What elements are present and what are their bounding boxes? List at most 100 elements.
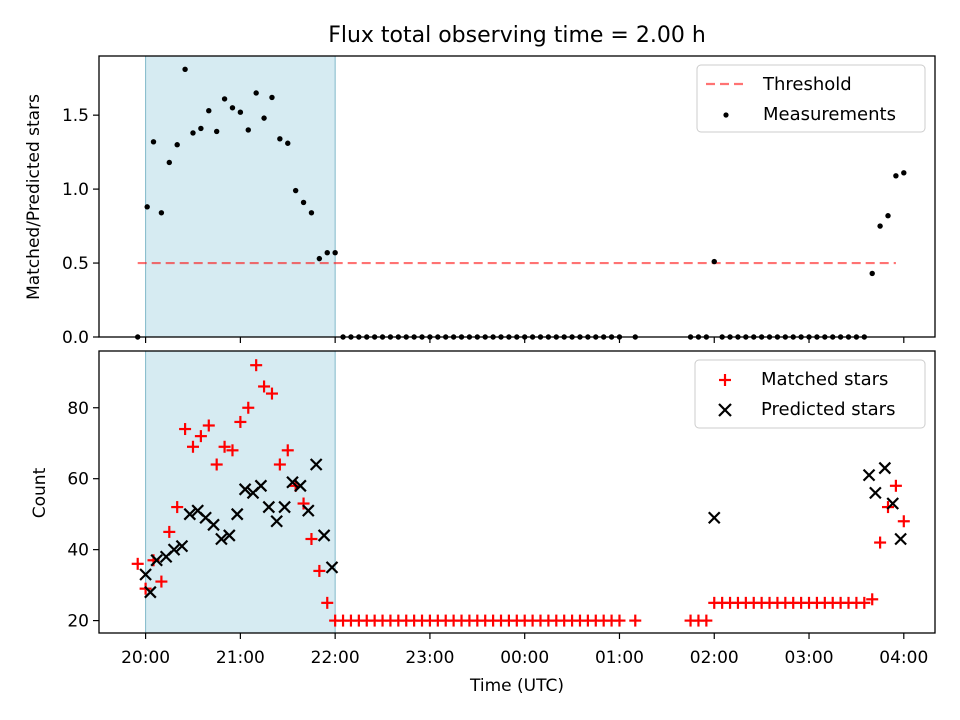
matched-star-marker <box>265 387 278 400</box>
top-y-tick-label: 0.0 <box>62 328 89 348</box>
measurement-point <box>198 125 204 132</box>
predicted-star-marker <box>144 585 157 599</box>
x-tick-label: 04:00 <box>879 648 928 668</box>
matched-star-marker <box>313 564 326 577</box>
measurement-point <box>190 130 196 136</box>
matched-star-marker <box>897 515 910 528</box>
measurement-point <box>308 210 315 216</box>
measurement-point <box>150 139 157 145</box>
measurement-point <box>221 96 228 102</box>
predicted-star-marker <box>183 507 197 521</box>
measurement-point <box>237 109 244 115</box>
matched-star-marker <box>155 575 168 588</box>
measurement-point <box>316 255 323 262</box>
x-tick-label: 03:00 <box>785 648 834 668</box>
predicted-star-marker <box>230 507 244 521</box>
matched-star-marker <box>321 596 334 609</box>
predicted-star-marker <box>150 554 163 567</box>
matched-star-marker <box>273 458 286 471</box>
measurement-point <box>300 199 307 206</box>
legend-predicted-swatch <box>718 403 732 417</box>
top-y-label: Matched/Predicted stars <box>24 94 44 300</box>
matched-star-marker <box>171 501 184 514</box>
legend-threshold-label: Threshold <box>762 74 852 95</box>
bottom-panel: 20 40 60 80 20:00 21:00 22:00 23:00 00:00 01:00 0… <box>30 350 936 696</box>
matched-star-marker <box>250 359 263 372</box>
measurement-point <box>324 250 330 256</box>
top-y-tick-label: 1.5 <box>62 106 89 126</box>
predicted-star-marker <box>862 468 876 482</box>
predicted-star-marker <box>223 529 236 542</box>
matched-star-marker <box>874 536 887 549</box>
matched-star-marker <box>226 444 239 457</box>
predicted-star-marker <box>302 504 315 517</box>
bottom-legend: Matched stars Predicted stars <box>694 359 926 429</box>
measurement-point <box>174 142 180 148</box>
x-tick-label: 00:00 <box>500 648 549 668</box>
bottom-shaded-interval <box>145 350 336 634</box>
predicted-star-marker <box>325 561 339 574</box>
x-tick-label: 22:00 <box>311 648 360 668</box>
measurement-point <box>885 213 891 219</box>
matched-star-marker <box>258 380 271 393</box>
measurement-point <box>261 115 267 121</box>
predicted-star-marker <box>309 458 323 471</box>
bottom-y-tick-label: 80 <box>67 399 89 419</box>
top-legend-box <box>696 64 926 133</box>
measurement-point <box>144 204 150 210</box>
measurement-point <box>901 170 907 176</box>
measurement-point <box>711 258 717 265</box>
top-axes-frame <box>98 55 936 338</box>
predicted-star-marker <box>139 568 152 581</box>
predicted-star-marker <box>207 518 220 532</box>
measurement-point <box>253 90 259 96</box>
matched-star-marker <box>297 497 310 510</box>
matched-star-marker <box>281 444 294 457</box>
bottom-y-tick-label: 60 <box>67 470 89 490</box>
matched-stars-points <box>131 359 910 627</box>
matched-star-marker <box>700 614 713 627</box>
matched-star-marker <box>629 614 642 627</box>
predicted-star-marker <box>215 532 228 546</box>
legend-predicted-label: Predicted stars <box>761 399 895 420</box>
x-tick-label: 23:00 <box>405 648 454 668</box>
measurement-point <box>269 94 275 101</box>
matched-star-marker <box>131 557 144 570</box>
top-shaded-interval <box>145 55 336 338</box>
predicted-star-marker <box>294 479 307 493</box>
matched-star-marker <box>889 479 902 492</box>
matched-star-marker <box>202 419 215 432</box>
measurement-point <box>869 270 875 277</box>
top-panel: 0.0 0.5 1.0 1.5 Matched/Predicted stars Thr… <box>24 55 936 348</box>
legend-matched-swatch <box>719 374 731 386</box>
measurement-point <box>245 127 251 133</box>
predicted-star-marker <box>878 461 892 475</box>
top-legend: Threshold Measurements <box>696 64 926 133</box>
predicted-star-marker <box>254 479 268 493</box>
predicted-star-marker <box>707 511 721 524</box>
measurement-point <box>893 173 899 179</box>
matched-star-marker <box>866 593 879 606</box>
matched-star-marker <box>234 415 247 428</box>
predicted-stars-points <box>139 458 907 599</box>
predicted-star-marker <box>278 500 291 514</box>
legend-matched-label: Matched stars <box>761 369 888 390</box>
matched-star-marker <box>163 525 176 538</box>
top-y-axis: 0.0 0.5 1.0 1.5 <box>62 106 99 348</box>
x-tick-label: 21:00 <box>216 648 265 668</box>
matched-star-marker <box>242 401 255 414</box>
predicted-star-marker <box>167 543 181 556</box>
legend-measurements-label: Measurements <box>763 104 896 125</box>
measurement-point <box>332 250 338 256</box>
bottom-y-tick-label: 20 <box>67 612 89 632</box>
predicted-star-marker <box>238 483 252 496</box>
matched-star-marker <box>210 458 223 471</box>
measurement-point <box>206 108 212 114</box>
chart-title: Flux total observing time = 2.00 h <box>328 23 706 48</box>
x-tick-label: 02:00 <box>690 648 739 668</box>
matched-star-marker <box>194 430 207 443</box>
measurement-point <box>285 140 291 146</box>
matched-star-marker <box>218 440 231 453</box>
top-x-ticks <box>145 337 905 343</box>
matched-star-marker <box>186 440 199 453</box>
